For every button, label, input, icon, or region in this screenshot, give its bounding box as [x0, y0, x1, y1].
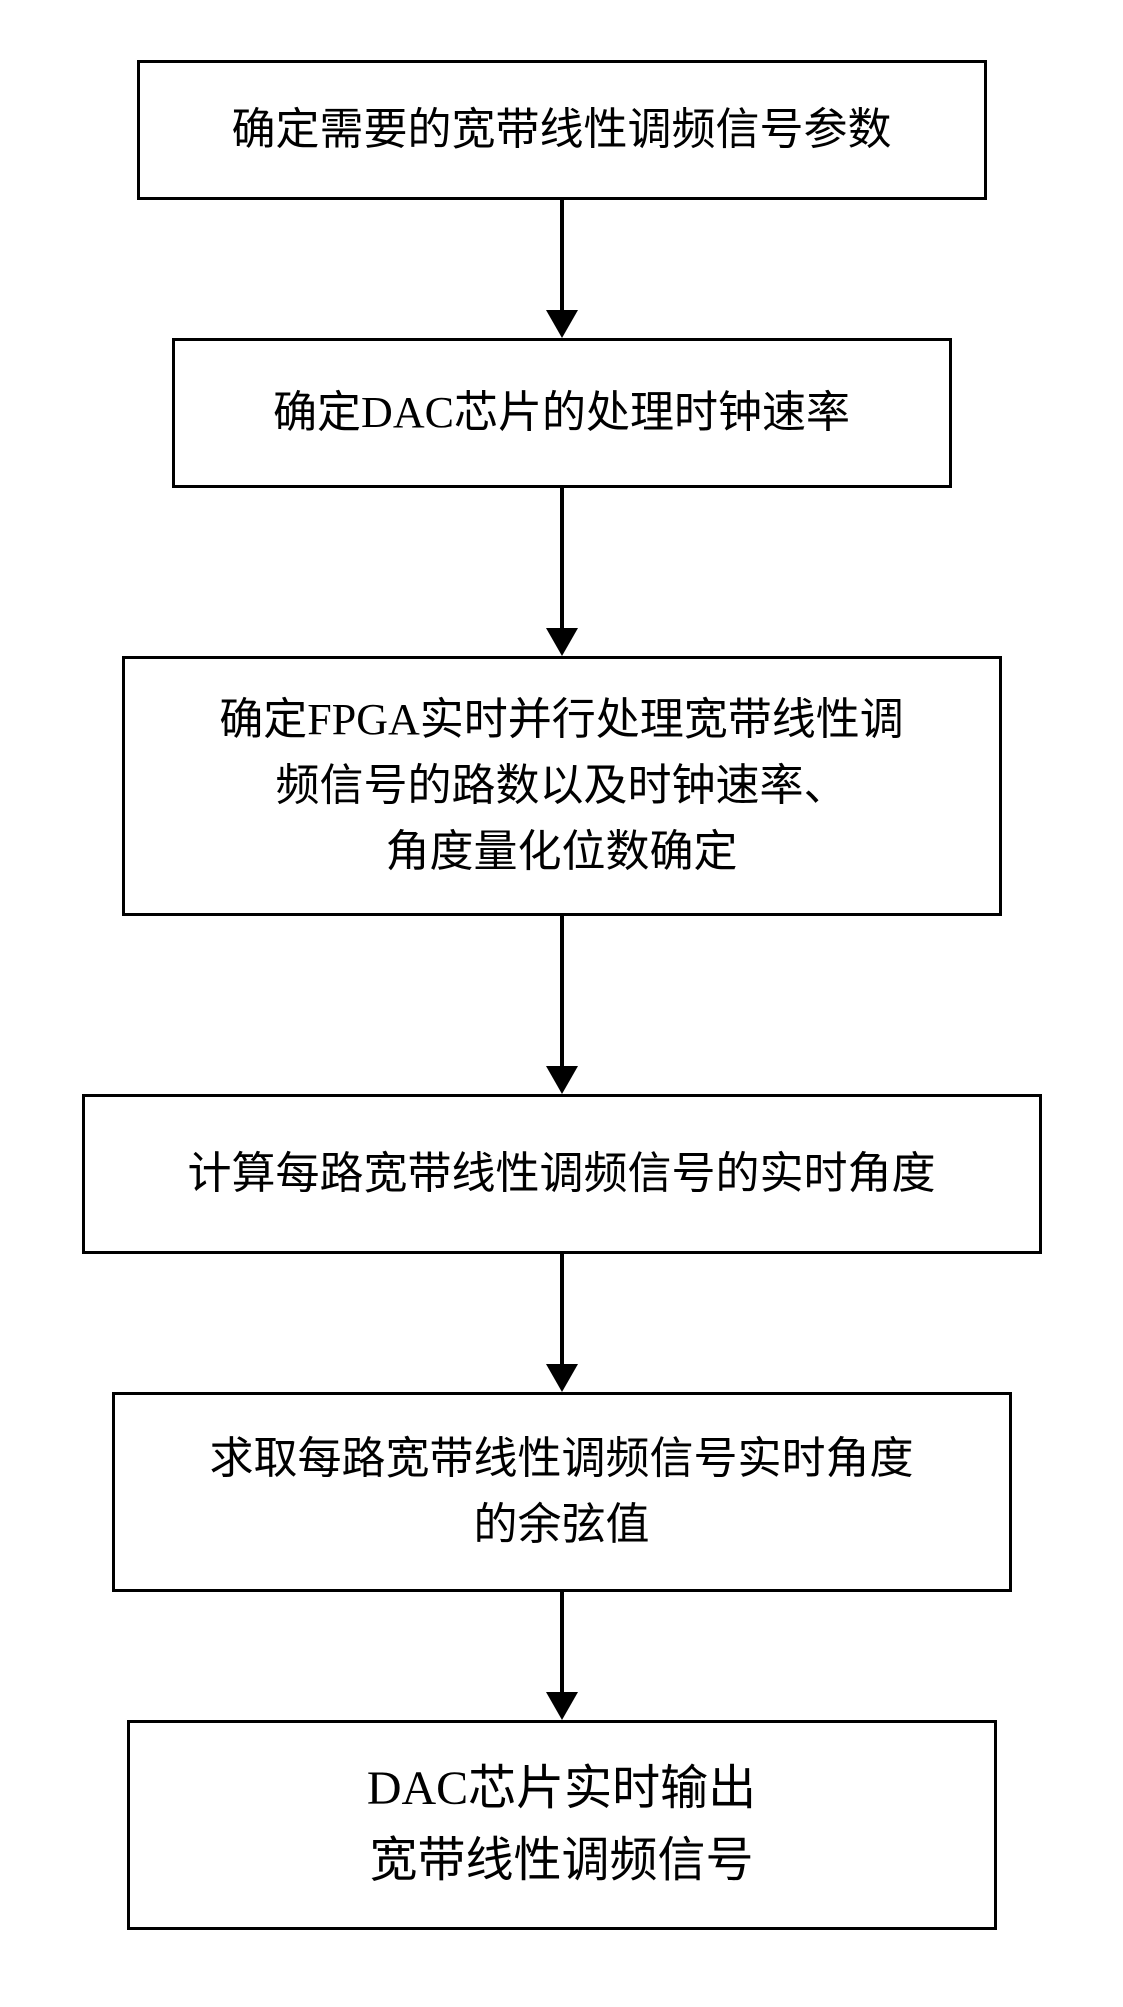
flow-node-text: 频信号的路数以及时钟速率、 [276, 753, 848, 819]
arrow-line [560, 200, 564, 310]
flow-node-text: DAC芯片实时输出 [367, 1753, 756, 1825]
flow-node-text: 计算每路宽带线性调频信号的实时角度 [188, 1141, 936, 1207]
flow-arrow [546, 200, 578, 338]
flow-arrow [546, 1592, 578, 1720]
arrow-head-icon [546, 1364, 578, 1392]
arrow-head-icon [546, 310, 578, 338]
flow-arrow [546, 488, 578, 656]
flow-node-text: 的余弦值 [474, 1492, 650, 1558]
flow-node-text: 角度量化位数确定 [386, 819, 738, 885]
flow-node-n4: 计算每路宽带线性调频信号的实时角度 [82, 1094, 1042, 1254]
flow-arrow [546, 1254, 578, 1392]
flow-node-text: 确定需要的宽带线性调频信号参数 [232, 97, 892, 163]
flow-node-n1: 确定需要的宽带线性调频信号参数 [137, 60, 987, 200]
arrow-line [560, 1592, 564, 1692]
arrow-head-icon [546, 628, 578, 656]
arrow-line [560, 916, 564, 1066]
arrow-head-icon [546, 1066, 578, 1094]
arrow-line [560, 1254, 564, 1364]
arrow-head-icon [546, 1692, 578, 1720]
flow-node-n2: 确定DAC芯片的处理时钟速率 [172, 338, 952, 488]
flow-node-n5: 求取每路宽带线性调频信号实时角度的余弦值 [112, 1392, 1012, 1592]
flow-node-n3: 确定FPGA实时并行处理宽带线性调频信号的路数以及时钟速率、角度量化位数确定 [122, 656, 1002, 916]
flow-arrow [546, 916, 578, 1094]
flowchart-container: 确定需要的宽带线性调频信号参数确定DAC芯片的处理时钟速率确定FPGA实时并行处… [82, 60, 1042, 1930]
arrow-line [560, 488, 564, 628]
flow-node-n6: DAC芯片实时输出宽带线性调频信号 [127, 1720, 997, 1930]
flow-node-text: 求取每路宽带线性调频信号实时角度 [210, 1426, 914, 1492]
flow-node-text: 确定FPGA实时并行处理宽带线性调 [219, 687, 904, 753]
flow-node-text: 确定DAC芯片的处理时钟速率 [273, 380, 850, 446]
flow-node-text: 宽带线性调频信号 [369, 1825, 753, 1897]
